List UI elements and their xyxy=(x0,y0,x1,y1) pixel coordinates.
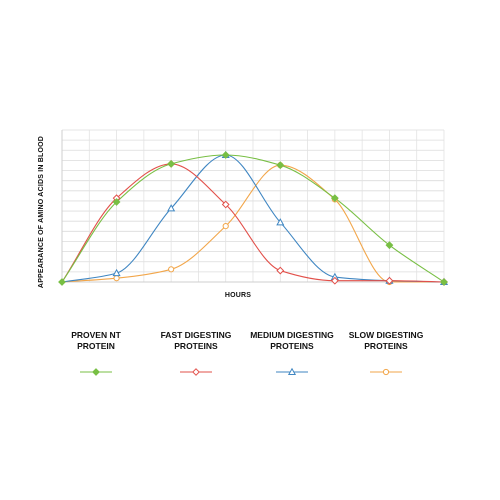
data-point-series-3 xyxy=(222,223,229,230)
data-point-series-0 xyxy=(112,198,121,206)
data-point-series-1 xyxy=(276,266,285,275)
data-point-series-0 xyxy=(58,278,66,286)
data-point-series-0 xyxy=(276,161,285,170)
data-point-series-0 xyxy=(330,194,339,203)
data-point-series-3 xyxy=(168,266,175,273)
data-point-series-0 xyxy=(167,159,176,168)
legend-marker xyxy=(287,367,297,376)
data-point-series-1 xyxy=(330,276,339,285)
legend-item-proven-nt-protein: PROVEN NT PROTEIN xyxy=(41,330,151,377)
series-line-3 xyxy=(61,164,444,283)
legend-marker xyxy=(382,368,390,376)
legend-label: FAST DIGESTING PROTEINS xyxy=(160,330,232,351)
x-axis-label: HOURS xyxy=(225,292,251,299)
legend-label: SLOW DIGESTING PROTEINS xyxy=(348,330,424,351)
legend-label: MEDIUM DIGESTING PROTEINS xyxy=(250,330,334,351)
legend-item-fast-digesting-proteins: FAST DIGESTING PROTEINS xyxy=(141,330,251,377)
y-axis-label: APPEARANCE OF AMINO ACIDS IN BLOOD xyxy=(38,136,45,288)
legend-item-medium-digesting-proteins: MEDIUM DIGESTING PROTEINS xyxy=(237,330,347,377)
legend: PROVEN NT PROTEIN FAST DIGESTING PROTEIN… xyxy=(0,330,500,390)
legend-label: PROVEN NT PROTEIN xyxy=(71,330,121,351)
data-point-series-1 xyxy=(221,200,230,209)
legend-swatch xyxy=(276,367,308,376)
data-point-series-2 xyxy=(167,204,176,212)
legend-swatch xyxy=(370,368,402,376)
series-markers xyxy=(58,150,449,286)
data-point-series-2 xyxy=(276,218,285,226)
data-point-series-0 xyxy=(385,241,394,250)
legend-marker xyxy=(92,368,100,376)
data-point-series-0 xyxy=(440,278,448,286)
data-point-series-1 xyxy=(385,276,394,285)
legend-swatch xyxy=(180,368,212,376)
data-point-series-0 xyxy=(221,151,230,159)
data-point-series-2 xyxy=(112,268,121,277)
legend-item-slow-digesting-proteins: SLOW DIGESTING PROTEINS xyxy=(331,330,441,377)
chart-grid xyxy=(61,129,445,283)
legend-marker xyxy=(192,368,200,376)
legend-swatch xyxy=(80,368,112,376)
data-point-series-3 xyxy=(113,275,120,282)
